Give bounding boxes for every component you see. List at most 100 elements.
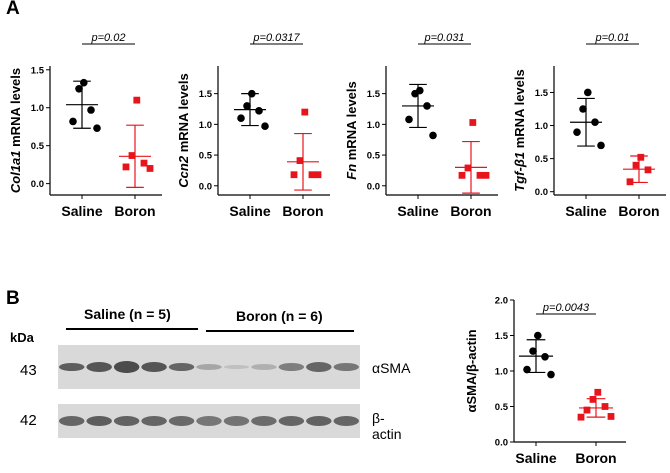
ccn2-chart: 0.0 0.5 1.0 1.5 Saline Boron Ccn2 mRNA levels p… [168,18,334,268]
boron-point [146,165,154,172]
y-tick-label: 0.5 [495,402,509,413]
p-value: p=0.01 [595,32,630,44]
boron-group-line [206,330,354,332]
boron-point [476,171,484,179]
saline-point [237,114,245,123]
blot-band [251,364,277,370]
saline-point [243,102,251,110]
x-tick-label: Saline [229,203,270,219]
y-tick-label: 0.5 [367,151,381,162]
boron-point [128,152,136,159]
saline-point [255,107,263,115]
boron-point [301,108,309,116]
saline-point [584,88,592,97]
x-tick-label: Saline [397,203,438,219]
chart-svg: 0.0 0.5 1.0 1.5 Saline Boron Fn mRNA levels p=0… [344,32,498,219]
y-tick-label: 0.5 [535,154,549,165]
boron-point [632,161,640,169]
blot-band [196,364,222,370]
y-axis-label: αSMA/β-actin [464,329,479,412]
saline-point [423,102,431,110]
blot-band [113,416,140,426]
x-tick-label: Saline [565,203,606,219]
x-tick-label: Boron [114,203,155,219]
y-tick-label: 1.0 [495,367,508,378]
x-tick-label: Boron [282,203,323,219]
y-axis-label: Ccn2 mRNA levels [176,73,191,187]
blot-band [333,416,360,426]
x-tick-label: Boron [618,203,659,219]
panel-a-label: A [6,0,20,19]
boron-point [601,403,609,410]
y-label-suffix: mRNA levels [176,73,191,156]
p-value: p=0.02 [91,32,126,44]
y-tick-label: 1.5 [367,89,381,100]
gene-name: Col1a1 [8,150,23,193]
y-tick-label: 1.5 [199,89,213,100]
p-value: p=0.0317 [252,32,300,44]
blot-band [223,365,250,369]
p-value: p=0.031 [423,32,464,44]
y-tick-label: 0.0 [367,181,380,192]
blot-band [306,416,332,426]
blot-band [141,362,167,372]
y-tick-label: 0.0 [535,187,548,198]
chart-svg: 0.0 0.5 1.0 1.5 2.0 Saline Boron αSMA/β-actin p=… [464,296,626,466]
saline-point [591,118,599,127]
saline-point [405,115,413,124]
boron-point [589,396,597,403]
y-tick-label: 0.0 [199,181,212,192]
blot-band [141,416,167,426]
saline-point [541,353,549,361]
saline-lane-header: Saline (n = 5) [84,306,171,322]
chart-svg: 0.0 0.5 1.0 1.5 Saline Boron Tgf-β1 mRNA level… [512,32,666,219]
asma-quant-chart: 0.0 0.5 1.0 1.5 2.0 Saline Boron αSMA/β-actin p=… [456,282,656,472]
blot-band [251,416,277,426]
boron-point [594,388,602,396]
y-tick-label: 0.5 [199,151,213,162]
gene-name: Fn [344,164,359,180]
boron-point [626,178,634,186]
x-tick-label: Boron [450,203,491,219]
y-tick-label: 2.0 [495,296,508,307]
saline-point [248,89,256,98]
saline-point [534,331,542,340]
x-tick-label: Saline [515,450,556,466]
y-label-suffix: mRNA levels [344,81,359,164]
y-tick-label: 0.0 [31,179,44,190]
blot-band [168,416,195,426]
boron-point [140,159,148,167]
saline-point [529,347,537,355]
boron-point [290,171,298,179]
blot-band [86,416,112,426]
y-tick-label: 1.0 [535,121,548,132]
asma-blot-strip [58,345,360,389]
boron-point [458,171,466,179]
boron-point [577,413,585,421]
boron-point [122,163,130,171]
saline-point [523,365,531,374]
y-tick-label: 1.5 [495,331,509,342]
blot-band [278,416,305,426]
boron-point [296,157,304,164]
band2-mw: 42 [20,412,37,429]
saline-point [579,105,587,113]
y-axis-label: Col1a1 mRNA levels [8,68,23,193]
y-tick-label: 1.0 [199,120,212,131]
saline-point [411,89,419,98]
y-axis-label: Tgf-β1 mRNA levels [512,69,527,191]
blot-band [168,363,195,371]
band1-mw: 43 [20,362,37,379]
gene-name: Ccn2 [176,155,191,188]
boron-point [133,96,141,104]
blot-band [86,362,112,372]
x-tick-label: Boron [575,450,616,466]
saline-point [429,131,437,140]
chart-svg: 0.0 0.5 1.0 1.5 Saline Boron Ccn2 mRNA levels p… [176,32,330,219]
y-tick-label: 1.5 [535,88,549,99]
y-tick-label: 1.5 [31,65,45,76]
y-tick-label: 0.0 [495,438,508,449]
boron-point [469,119,477,126]
boron-point [644,166,652,174]
y-tick-label: 1.0 [367,120,380,131]
